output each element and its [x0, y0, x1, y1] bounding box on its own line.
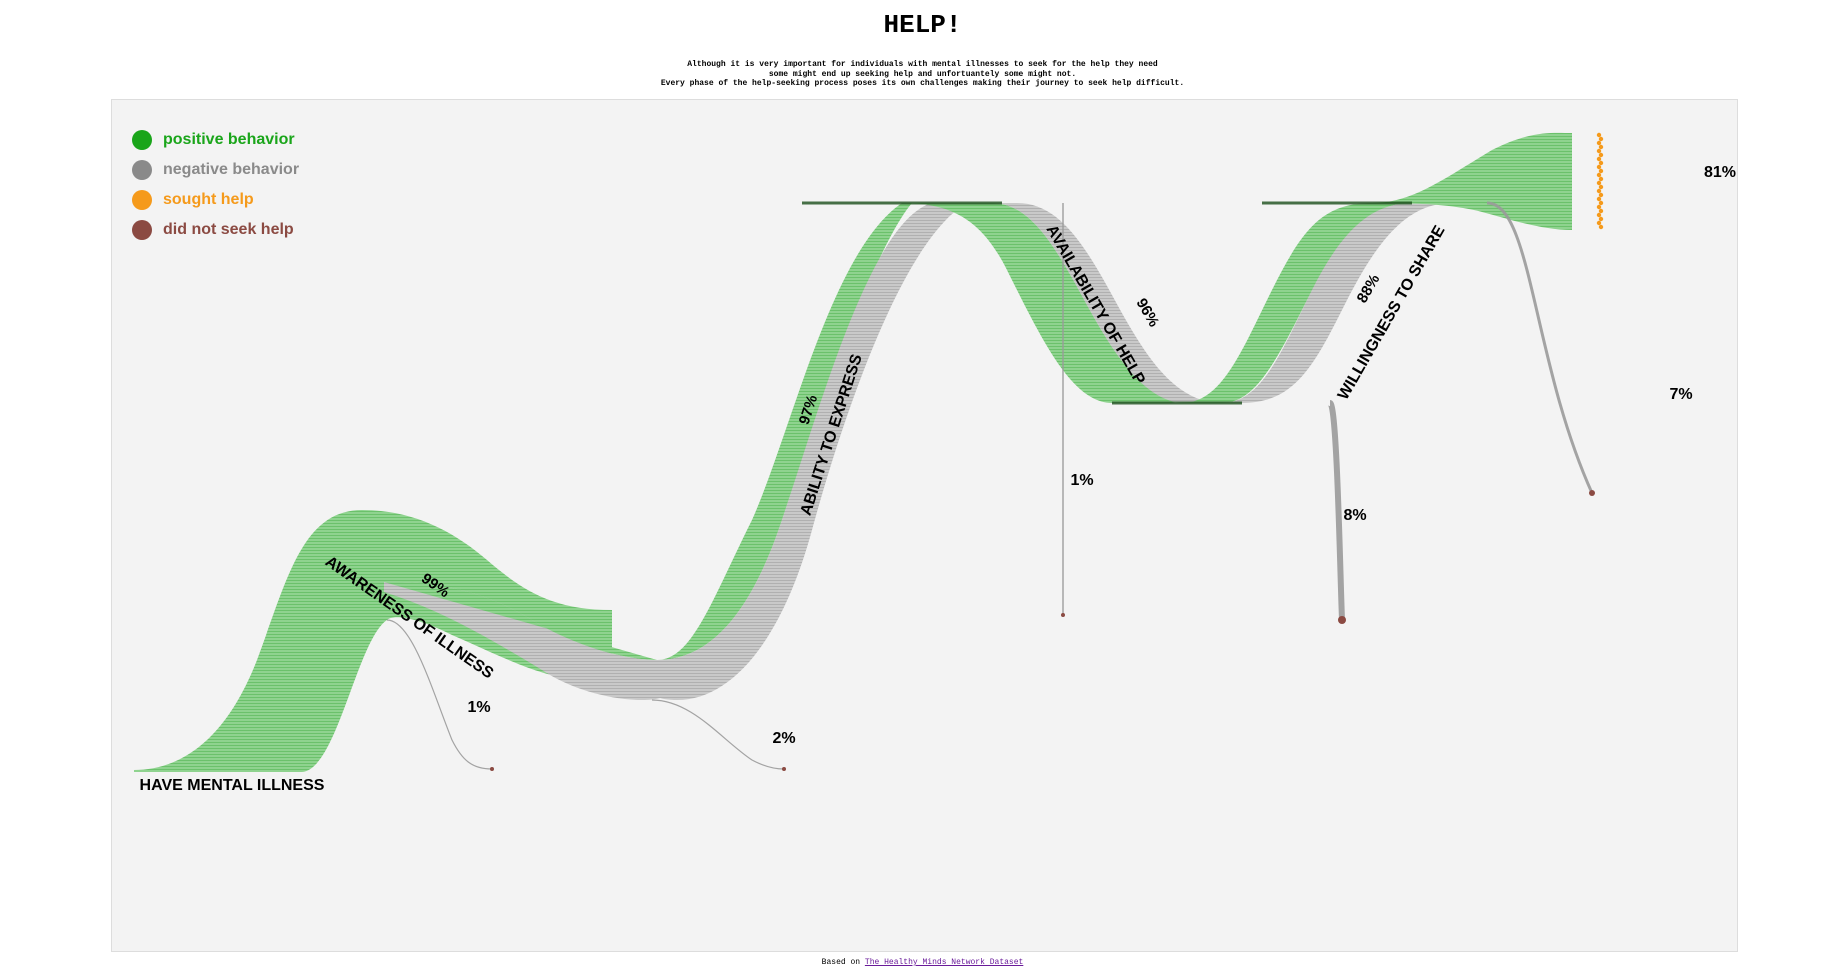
flow-willingness-negative: [1222, 203, 1452, 403]
legend-label-1: positive behavior: [163, 131, 295, 148]
dropout-line-awareness-end: [490, 767, 494, 771]
dropout-line-willingness-end: [1338, 616, 1346, 624]
legend-marker-2: [132, 160, 152, 180]
flow-awareness-positive: [384, 203, 912, 660]
sought-help-mark: [1596, 148, 1602, 154]
sought-help-mark: [1598, 176, 1604, 182]
sought-help-mark: [1598, 136, 1604, 142]
stage-dropout-percent-3: 1%: [1070, 472, 1093, 489]
legend-marker-1: [132, 130, 152, 150]
subtitle-line-2: some might end up seeking help and unfor…: [768, 69, 1077, 79]
flow-availability-positive: [902, 203, 1182, 403]
dropout-line-final: [1486, 201, 1594, 494]
dropout-line-express-end: [782, 767, 786, 771]
sought-help-mark: [1598, 184, 1604, 190]
stage-dropout-percent-2: 2%: [772, 730, 795, 747]
stage-dropout-percent-4: 8%: [1343, 507, 1366, 524]
start-label: HAVE MENTAL ILLNESS: [140, 777, 325, 794]
legend: positive behavior negative behavior sought…: [132, 130, 299, 240]
sought-help-mark: [1596, 132, 1602, 138]
sought-help-mark: [1598, 200, 1604, 206]
flow-express-negative: [645, 203, 967, 700]
legend-marker-4: [132, 220, 152, 240]
flow-availability-negative: [992, 203, 1222, 403]
sought-help-mark: [1598, 208, 1604, 214]
footer-prefix: Based on: [821, 958, 865, 967]
sought-help-mark: [1596, 164, 1602, 170]
subtitle-line-1: Although it is very important for indivi…: [687, 60, 1158, 69]
sought-help-mark: [1596, 204, 1602, 210]
dropout-line-willingness: [1327, 400, 1345, 621]
flow-final-sought: [1372, 132, 1572, 230]
stage-continue-percent-3: 96%: [1133, 295, 1163, 330]
sought-help-mark: [1596, 172, 1602, 178]
sought-help-mark: [1598, 224, 1604, 230]
sought-help-mark: [1596, 220, 1602, 226]
dropout-line-availability-end: [1061, 613, 1065, 617]
flow-have-illness: [134, 510, 652, 772]
sought-help-mark: [1598, 144, 1604, 150]
sought-help-mark: [1598, 216, 1604, 222]
sought-help-mark: [1596, 156, 1602, 162]
chart-subtitle: Although it is very important for indivi…: [0, 60, 1845, 89]
dropout-line-awareness: [386, 619, 493, 770]
sought-help-mark: [1598, 160, 1604, 166]
subtitle-line-3: Every phase of the help-seeking process …: [660, 79, 1185, 88]
dropout-line-final-end: [1589, 490, 1595, 496]
legend-label-2: negative behavior: [163, 161, 299, 178]
chart-panel: HAVE MENTAL ILLNESS AWARENESS OF ILLNESS 9…: [111, 99, 1738, 952]
sought-help-mark: [1596, 196, 1602, 202]
legend-label-3: sought help: [163, 191, 254, 208]
legend-label-4: did not seek help: [163, 221, 294, 238]
sought-help-mark: [1598, 168, 1604, 174]
final-sought-percent: 81%: [1704, 164, 1736, 181]
dataset-link[interactable]: The Healthy Minds Network Dataset: [864, 958, 1024, 967]
flow-willingness-positive: [1182, 203, 1412, 403]
flow-awareness-negative: [384, 581, 677, 700]
sought-help-mark: [1596, 212, 1602, 218]
final-dropout-percent: 7%: [1669, 386, 1692, 403]
flow-layer: [134, 132, 1604, 772]
sought-help-mark: [1596, 140, 1602, 146]
legend-marker-3: [132, 190, 152, 210]
stage-dropout-percent-1: 1%: [467, 699, 490, 716]
footer: Based on The Healthy Minds Network Datas…: [0, 958, 1845, 967]
sought-help-mark: [1596, 180, 1602, 186]
sought-help-mark: [1598, 192, 1604, 198]
sought-help-mark: [1598, 152, 1604, 158]
sought-help-mark: [1596, 188, 1602, 194]
chart-title: HELP!: [883, 10, 962, 40]
dropout-line-express: [651, 699, 785, 770]
